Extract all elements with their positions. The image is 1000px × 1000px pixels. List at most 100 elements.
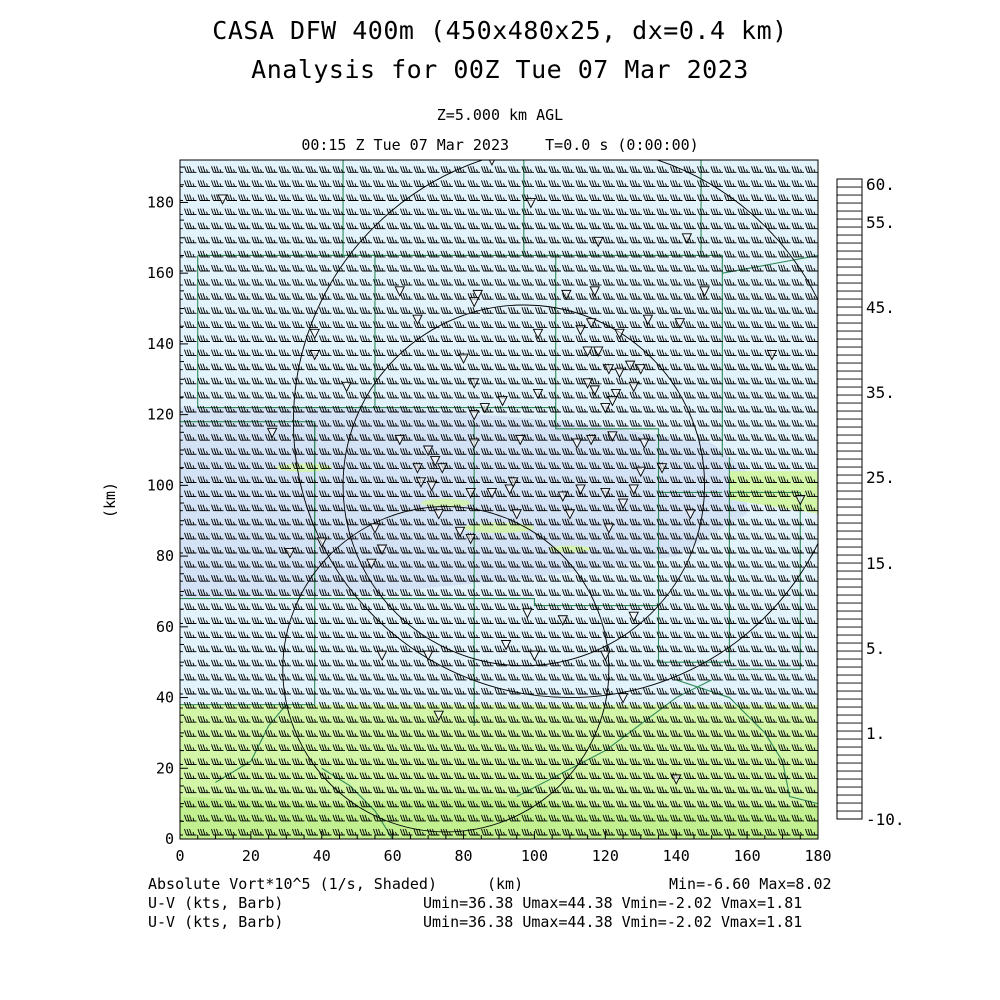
wind-barb: [224, 377, 237, 385]
wind-barb: [683, 222, 696, 230]
wind-barb: [305, 405, 318, 413]
wind-barb: [737, 772, 750, 780]
map-title: CASA DFW 400m (450x480x25, dx=0.4 km): [212, 16, 788, 45]
wind-barb: [697, 716, 710, 723]
wind-barb: [400, 222, 413, 230]
wind-barb: [629, 786, 642, 794]
wind-barb: [440, 222, 453, 230]
wind-barb: [413, 166, 426, 173]
wind-barb: [575, 363, 588, 371]
wind-barb: [373, 560, 386, 568]
wind-barb: [400, 532, 413, 540]
wind-barb: [265, 659, 278, 667]
wind-barb: [184, 603, 197, 610]
wind-barb: [386, 518, 399, 526]
axes: 0 20 40 60 80 100 120 140 160 1800204060801001201…: [147, 166, 832, 865]
wind-barb: [305, 166, 318, 173]
wind-barb: [724, 645, 737, 653]
wind-barb: [386, 828, 399, 836]
wind-barb: [616, 236, 629, 244]
wind-barb: [656, 490, 669, 498]
wind-barb: [751, 673, 764, 681]
wind-barb: [305, 377, 318, 385]
wind-barb: [737, 603, 750, 610]
wind-barb: [724, 419, 737, 427]
wind-barb: [535, 800, 548, 808]
wind-barb: [427, 546, 440, 554]
wind-barb: [413, 560, 426, 568]
station-marker: [561, 289, 572, 301]
wind-barb: [629, 730, 642, 737]
wind-barb: [764, 716, 777, 723]
wind-barb: [292, 560, 305, 568]
x-tick-label: 60: [384, 847, 402, 865]
wind-barb: [359, 419, 372, 427]
wind-barb: [373, 744, 386, 751]
wind-barb: [413, 363, 426, 371]
wind-barb: [724, 800, 737, 808]
wind-barb: [467, 701, 480, 709]
wind-barb: [427, 758, 440, 765]
wind-barb: [602, 716, 615, 723]
wind-barb: [643, 589, 656, 596]
colorbar-segment: [836, 538, 863, 548]
wind-barb: [494, 518, 507, 526]
county-line-6: [374, 407, 723, 493]
wind-barb: [791, 645, 804, 653]
wind-barb: [278, 504, 291, 512]
station-marker: [412, 463, 423, 474]
colorbar-segment: [836, 218, 863, 228]
wind-barb: [602, 208, 615, 216]
wind-barb: [629, 208, 642, 216]
wind-barb: [670, 222, 683, 230]
wind-barb: [184, 772, 197, 780]
wind-barb: [224, 772, 237, 780]
wind-barb: [805, 673, 818, 681]
wind-barb: [319, 335, 332, 342]
wind-barb: [548, 462, 561, 469]
wind-barb: [400, 391, 413, 399]
wind-barb: [710, 405, 723, 413]
wind-barb: [602, 335, 615, 342]
wind-barb: [440, 448, 453, 455]
wind-barb: [710, 673, 723, 681]
wind-barb: [184, 391, 197, 399]
wind-barb: [400, 659, 413, 667]
wind-barb: [278, 391, 291, 399]
wind-barb: [670, 687, 683, 695]
wind-barb: [413, 589, 426, 596]
wind-barb: [778, 307, 791, 314]
wind-barb: [265, 730, 278, 737]
wind-barb: [332, 208, 345, 216]
wind-barb: [197, 377, 210, 385]
wind-barb: [319, 730, 332, 737]
wind-barb: [251, 716, 264, 723]
wind-barb: [359, 405, 372, 413]
wind-barb: [278, 293, 291, 300]
colorbar-segment: [836, 490, 863, 500]
wind-barb: [575, 546, 588, 554]
wind-barb: [629, 758, 642, 765]
wind-barb: [521, 518, 534, 526]
wind-barb: [751, 575, 764, 582]
colorbar-segment: [836, 274, 863, 284]
wind-barb: [805, 603, 818, 610]
wind-barb: [778, 476, 791, 483]
wind-barb: [251, 250, 264, 258]
wind-barb: [521, 448, 534, 455]
wind-barb: [346, 264, 359, 272]
wind-barb: [521, 645, 534, 653]
wind-barb: [751, 476, 764, 483]
wind-barb: [251, 335, 264, 342]
wind-barb: [791, 462, 804, 469]
wind-barb: [346, 532, 359, 540]
wind-barb: [373, 405, 386, 413]
wind-barb: [197, 716, 210, 723]
wind-barb: [184, 687, 197, 695]
wind-barb: [602, 462, 615, 469]
wind-barb: [481, 222, 494, 230]
wind-barb: [791, 222, 804, 230]
wind-barb: [413, 645, 426, 653]
colorbar-segment: [836, 610, 863, 620]
wind-barb: [778, 264, 791, 272]
